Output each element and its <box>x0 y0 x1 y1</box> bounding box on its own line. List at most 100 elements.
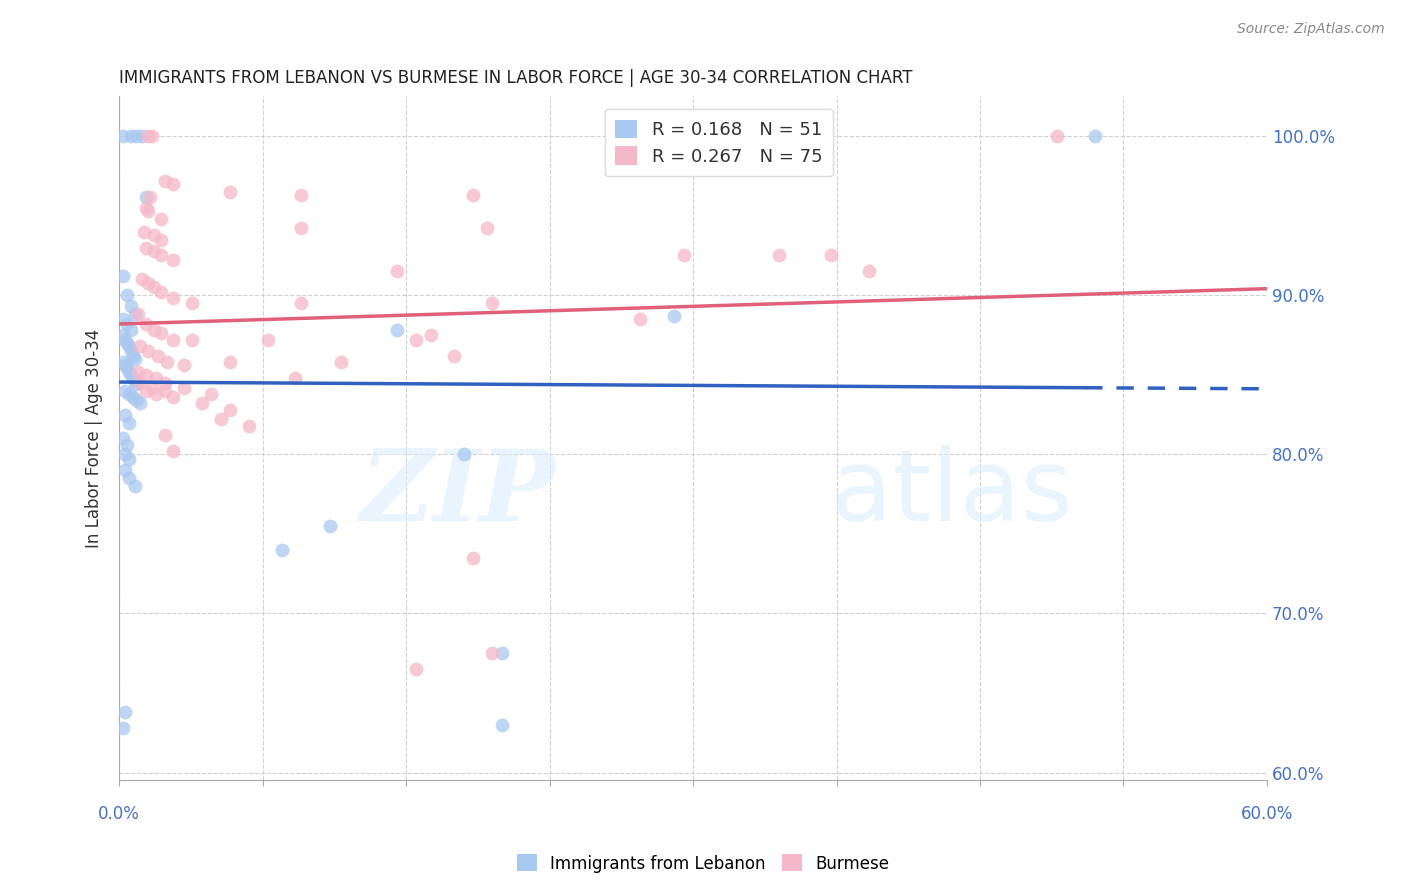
Point <box>209 412 232 426</box>
Point <box>162 333 184 347</box>
Point <box>120 323 142 337</box>
Point <box>112 328 135 343</box>
Point <box>219 185 242 199</box>
Point <box>443 349 465 363</box>
Text: IMMIGRANTS FROM LEBANON VS BURMESE IN LABOR FORCE | AGE 30-34 CORRELATION CHART: IMMIGRANTS FROM LEBANON VS BURMESE IN LA… <box>120 69 912 87</box>
Point <box>145 387 167 401</box>
Point <box>162 390 184 404</box>
Legend: R = 0.168   N = 51, R = 0.267   N = 75: R = 0.168 N = 51, R = 0.267 N = 75 <box>605 109 832 177</box>
Point <box>200 387 222 401</box>
Point <box>257 333 280 347</box>
Point <box>405 662 427 676</box>
Point <box>112 269 135 284</box>
Point <box>129 396 152 410</box>
Point <box>125 377 148 392</box>
Point <box>153 376 176 390</box>
Point <box>153 174 176 188</box>
Point <box>136 343 159 358</box>
Text: atlas: atlas <box>831 445 1073 541</box>
Point <box>385 264 408 278</box>
Point <box>139 189 162 203</box>
Point <box>124 351 146 366</box>
Point <box>142 244 165 258</box>
Point <box>173 380 195 394</box>
Point <box>124 374 146 388</box>
Point <box>135 189 157 203</box>
Point <box>463 550 485 565</box>
Point <box>118 471 141 485</box>
Point <box>156 355 179 369</box>
Point <box>491 646 513 660</box>
Point <box>219 355 242 369</box>
Point <box>114 408 136 422</box>
Text: 0.0%: 0.0% <box>98 805 141 823</box>
Point <box>121 349 143 363</box>
Point <box>118 339 141 353</box>
Point <box>820 248 842 262</box>
Point <box>150 248 173 262</box>
Point <box>420 328 443 343</box>
Point <box>662 309 685 323</box>
Point <box>141 129 163 144</box>
Point <box>463 188 485 202</box>
Point <box>118 416 141 430</box>
Point <box>127 365 149 379</box>
Point <box>115 317 138 331</box>
Point <box>145 371 167 385</box>
Point <box>162 444 184 458</box>
Point <box>135 317 157 331</box>
Point <box>142 280 165 294</box>
Point <box>135 384 157 398</box>
Point <box>114 705 136 719</box>
Point <box>112 355 135 369</box>
Point <box>270 542 292 557</box>
Point <box>453 447 475 461</box>
Point <box>125 129 148 144</box>
Point <box>491 718 513 732</box>
Point <box>385 323 408 337</box>
Point <box>124 307 146 321</box>
Point <box>114 358 136 372</box>
Point <box>127 307 149 321</box>
Point <box>121 390 143 404</box>
Point <box>150 285 173 299</box>
Point <box>672 248 695 262</box>
Point <box>124 479 146 493</box>
Point <box>150 211 173 226</box>
Point <box>481 646 503 660</box>
Point <box>330 355 353 369</box>
Point <box>1045 129 1067 144</box>
Point <box>318 519 340 533</box>
Point <box>112 312 135 326</box>
Point <box>142 323 165 337</box>
Point <box>135 368 157 382</box>
Point <box>131 129 153 144</box>
Point <box>125 393 148 408</box>
Point <box>219 402 242 417</box>
Text: ZIP: ZIP <box>360 445 555 541</box>
Point <box>141 380 163 394</box>
Point <box>114 447 136 461</box>
Point <box>290 296 312 310</box>
Point <box>135 201 157 215</box>
Point <box>150 233 173 247</box>
Point <box>120 300 142 314</box>
Point <box>129 339 152 353</box>
Point <box>405 333 427 347</box>
Point <box>481 296 503 310</box>
Point <box>112 432 135 446</box>
Point <box>190 396 212 410</box>
Text: Source: ZipAtlas.com: Source: ZipAtlas.com <box>1237 22 1385 37</box>
Point <box>115 288 138 302</box>
Point <box>136 129 159 144</box>
Point <box>150 326 173 341</box>
Point <box>112 721 135 735</box>
Point <box>115 361 138 376</box>
Point <box>768 248 790 262</box>
Point <box>120 343 142 358</box>
Point <box>129 376 152 390</box>
Point <box>238 418 260 433</box>
Point <box>115 336 138 351</box>
Point <box>114 384 136 398</box>
Point <box>284 371 307 385</box>
